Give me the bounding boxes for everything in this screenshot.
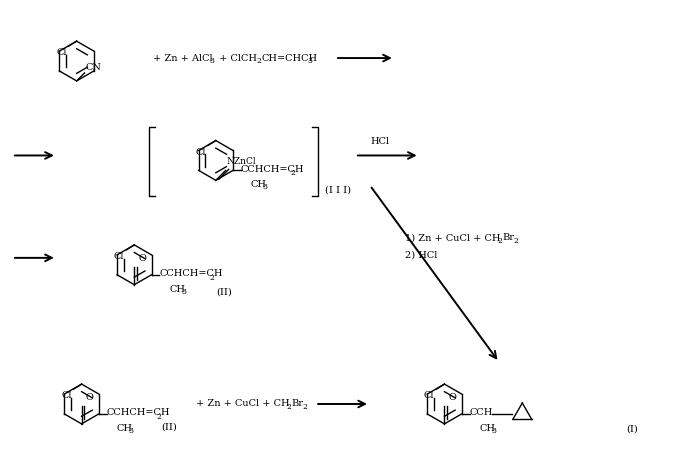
Text: 3: 3 [181, 288, 187, 296]
Text: CH: CH [169, 285, 185, 294]
Text: 1) Zn + CuCl + CH: 1) Zn + CuCl + CH [405, 234, 500, 242]
Text: + Zn + CuCl + CH: + Zn + CuCl + CH [196, 400, 289, 409]
Text: CN: CN [85, 63, 101, 72]
Text: CCHCH=CH: CCHCH=CH [241, 165, 305, 174]
Text: 3: 3 [263, 183, 268, 191]
Text: (II): (II) [216, 287, 231, 296]
Text: O: O [138, 254, 146, 263]
Text: 2: 2 [157, 413, 161, 421]
Text: CCHCH=CH: CCHCH=CH [107, 409, 171, 417]
Text: CH: CH [480, 424, 496, 433]
Text: 2: 2 [513, 237, 518, 245]
Text: (II): (II) [161, 422, 177, 431]
Text: 3: 3 [308, 57, 312, 65]
Text: 3: 3 [491, 427, 496, 435]
Text: 2) HCl: 2) HCl [405, 250, 437, 259]
Text: 3: 3 [129, 427, 134, 435]
Text: CCH: CCH [470, 409, 493, 417]
Text: Cl: Cl [424, 391, 435, 400]
Text: 2: 2 [302, 403, 307, 411]
Text: CH=CHCH: CH=CHCH [261, 53, 317, 63]
Text: Cl: Cl [56, 48, 66, 57]
Text: (I): (I) [626, 424, 638, 433]
Text: Cl: Cl [61, 391, 72, 400]
Text: O: O [449, 393, 456, 402]
Text: 2: 2 [291, 169, 296, 177]
Text: CH: CH [117, 424, 133, 433]
Text: HCl: HCl [370, 137, 389, 146]
Text: + Zn + AlCl: + Zn + AlCl [153, 53, 212, 63]
Text: CH: CH [251, 180, 267, 190]
Text: O: O [85, 393, 94, 402]
Text: 2: 2 [209, 274, 214, 282]
Text: 2: 2 [497, 237, 502, 245]
Text: + ClCH: + ClCH [216, 53, 257, 63]
Text: 2: 2 [287, 403, 291, 411]
Text: Cl: Cl [195, 147, 206, 156]
Text: Br: Br [291, 400, 303, 409]
Text: NZnCl: NZnCl [226, 157, 257, 167]
Text: (I I I): (I I I) [325, 186, 351, 195]
Text: 3: 3 [210, 57, 215, 65]
Text: Br: Br [502, 234, 514, 242]
Text: CCHCH=CH: CCHCH=CH [159, 269, 223, 278]
Text: Cl: Cl [114, 252, 124, 261]
Text: 2: 2 [257, 57, 261, 65]
